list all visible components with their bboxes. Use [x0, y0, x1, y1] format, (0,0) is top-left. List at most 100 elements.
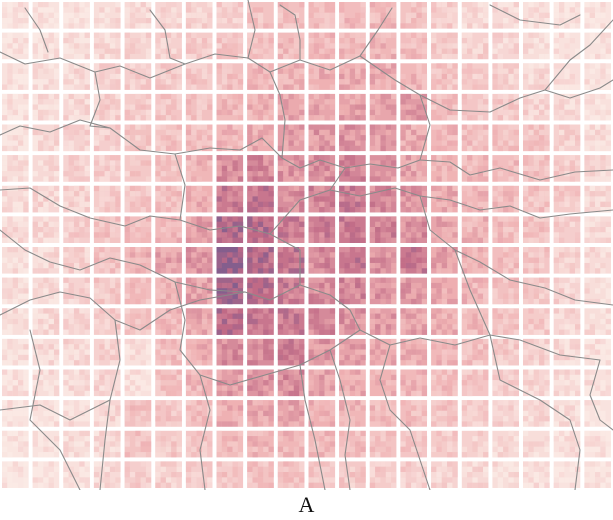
- grid-cell: [584, 338, 611, 366]
- grid-cell: [93, 338, 121, 366]
- boundary-line: [174, 281, 361, 386]
- grid-cell: [308, 93, 336, 121]
- grid-cell: [155, 216, 182, 243]
- boundary-line: [89, 71, 111, 129]
- grid-cell: [216, 2, 244, 29]
- grid-cell: [155, 308, 182, 335]
- grid-cell: [93, 2, 121, 29]
- grid-cell: [216, 338, 244, 366]
- grid-cell: [247, 430, 274, 458]
- grid-cell: [523, 308, 550, 335]
- grid-cell: [308, 247, 336, 274]
- grid-cell: [553, 93, 581, 121]
- density-map: [0, 0, 613, 490]
- grid-cell: [63, 32, 90, 60]
- grid-cell: [369, 308, 397, 335]
- grid-cell: [32, 277, 60, 305]
- grid-cell: [63, 461, 90, 488]
- grid-cell: [553, 63, 581, 90]
- grid-cell: [584, 63, 611, 90]
- panel-label: A: [298, 492, 315, 517]
- grid-cell: [277, 2, 305, 29]
- boundary-line: [0, 51, 249, 79]
- grid-cell: [247, 63, 274, 90]
- grid-cell: [124, 124, 152, 152]
- grid-cell: [584, 155, 611, 182]
- grid-cell: [369, 338, 397, 366]
- boundary-line: [544, 19, 613, 91]
- grid-cell: [63, 400, 90, 427]
- grid-cell: [523, 93, 550, 121]
- grid-cell: [584, 461, 611, 488]
- grid-cell: [431, 461, 458, 488]
- grid-cell: [369, 216, 397, 243]
- grid-cell: [461, 124, 489, 152]
- grid-cell: [308, 185, 336, 213]
- grid-cell: [216, 63, 244, 90]
- grid-cell: [124, 430, 152, 458]
- grid-cell: [492, 93, 519, 121]
- grid-cell: [2, 308, 29, 335]
- grid-cell: [523, 461, 550, 488]
- grid-cell: [247, 369, 274, 397]
- grid-cell: [247, 308, 274, 335]
- grid-cell: [492, 400, 519, 427]
- grid-cell: [93, 247, 121, 274]
- grid-cell: [155, 93, 182, 121]
- grid-cell: [124, 32, 152, 60]
- grid-cell: [431, 430, 458, 458]
- grid-cell: [247, 93, 274, 121]
- grid-cell: [185, 461, 213, 488]
- grid-cell: [523, 277, 550, 305]
- grid-cell: [124, 277, 152, 305]
- grid-cell: [369, 93, 397, 121]
- grid-cell: [431, 338, 458, 366]
- grid-cell: [124, 93, 152, 121]
- grid-cell: [339, 461, 366, 488]
- grid-cell: [216, 155, 244, 182]
- grid-cell: [2, 369, 29, 397]
- grid-cell: [461, 461, 489, 488]
- grid-cell: [492, 2, 519, 29]
- grid-cell: [308, 277, 336, 305]
- grid-cell: [277, 400, 305, 427]
- grid-cell: [124, 400, 152, 427]
- grid-cell: [308, 155, 336, 182]
- grid-cell: [32, 308, 60, 335]
- grid-cell: [523, 247, 550, 274]
- grid-cell: [492, 277, 519, 305]
- grid-cell: [216, 247, 244, 274]
- grid-cell: [523, 63, 550, 90]
- grid-cell: [492, 338, 519, 366]
- boundary-line: [419, 195, 613, 306]
- boundary-line: [359, 55, 613, 113]
- grid-cell: [431, 155, 458, 182]
- grid-cell: [2, 2, 29, 29]
- grid-cell: [431, 277, 458, 305]
- grid-cell: [461, 400, 489, 427]
- boundary-line: [0, 187, 271, 235]
- grid-cell: [63, 430, 90, 458]
- grid-cell: [247, 155, 274, 182]
- grid-cell: [400, 155, 428, 182]
- grid-cell: [308, 308, 336, 335]
- grid-cell: [553, 461, 581, 488]
- grid-cell: [523, 430, 550, 458]
- grid-cell: [431, 247, 458, 274]
- grid-cell: [32, 185, 60, 213]
- grid-cell: [2, 400, 29, 427]
- grid-cell: [247, 247, 274, 274]
- grid-cell: [216, 308, 244, 335]
- grid-cell: [124, 63, 152, 90]
- grid-cell: [553, 430, 581, 458]
- grid-cell: [247, 216, 274, 243]
- grid-cell: [185, 185, 213, 213]
- grid-cell: [461, 216, 489, 243]
- grid-cell: [584, 430, 611, 458]
- boundary-line: [174, 153, 186, 221]
- grid-cell: [185, 430, 213, 458]
- grid-cell: [32, 430, 60, 458]
- grid-cell: [32, 124, 60, 152]
- grid-cell: [553, 400, 581, 427]
- grid-cell: [400, 277, 428, 305]
